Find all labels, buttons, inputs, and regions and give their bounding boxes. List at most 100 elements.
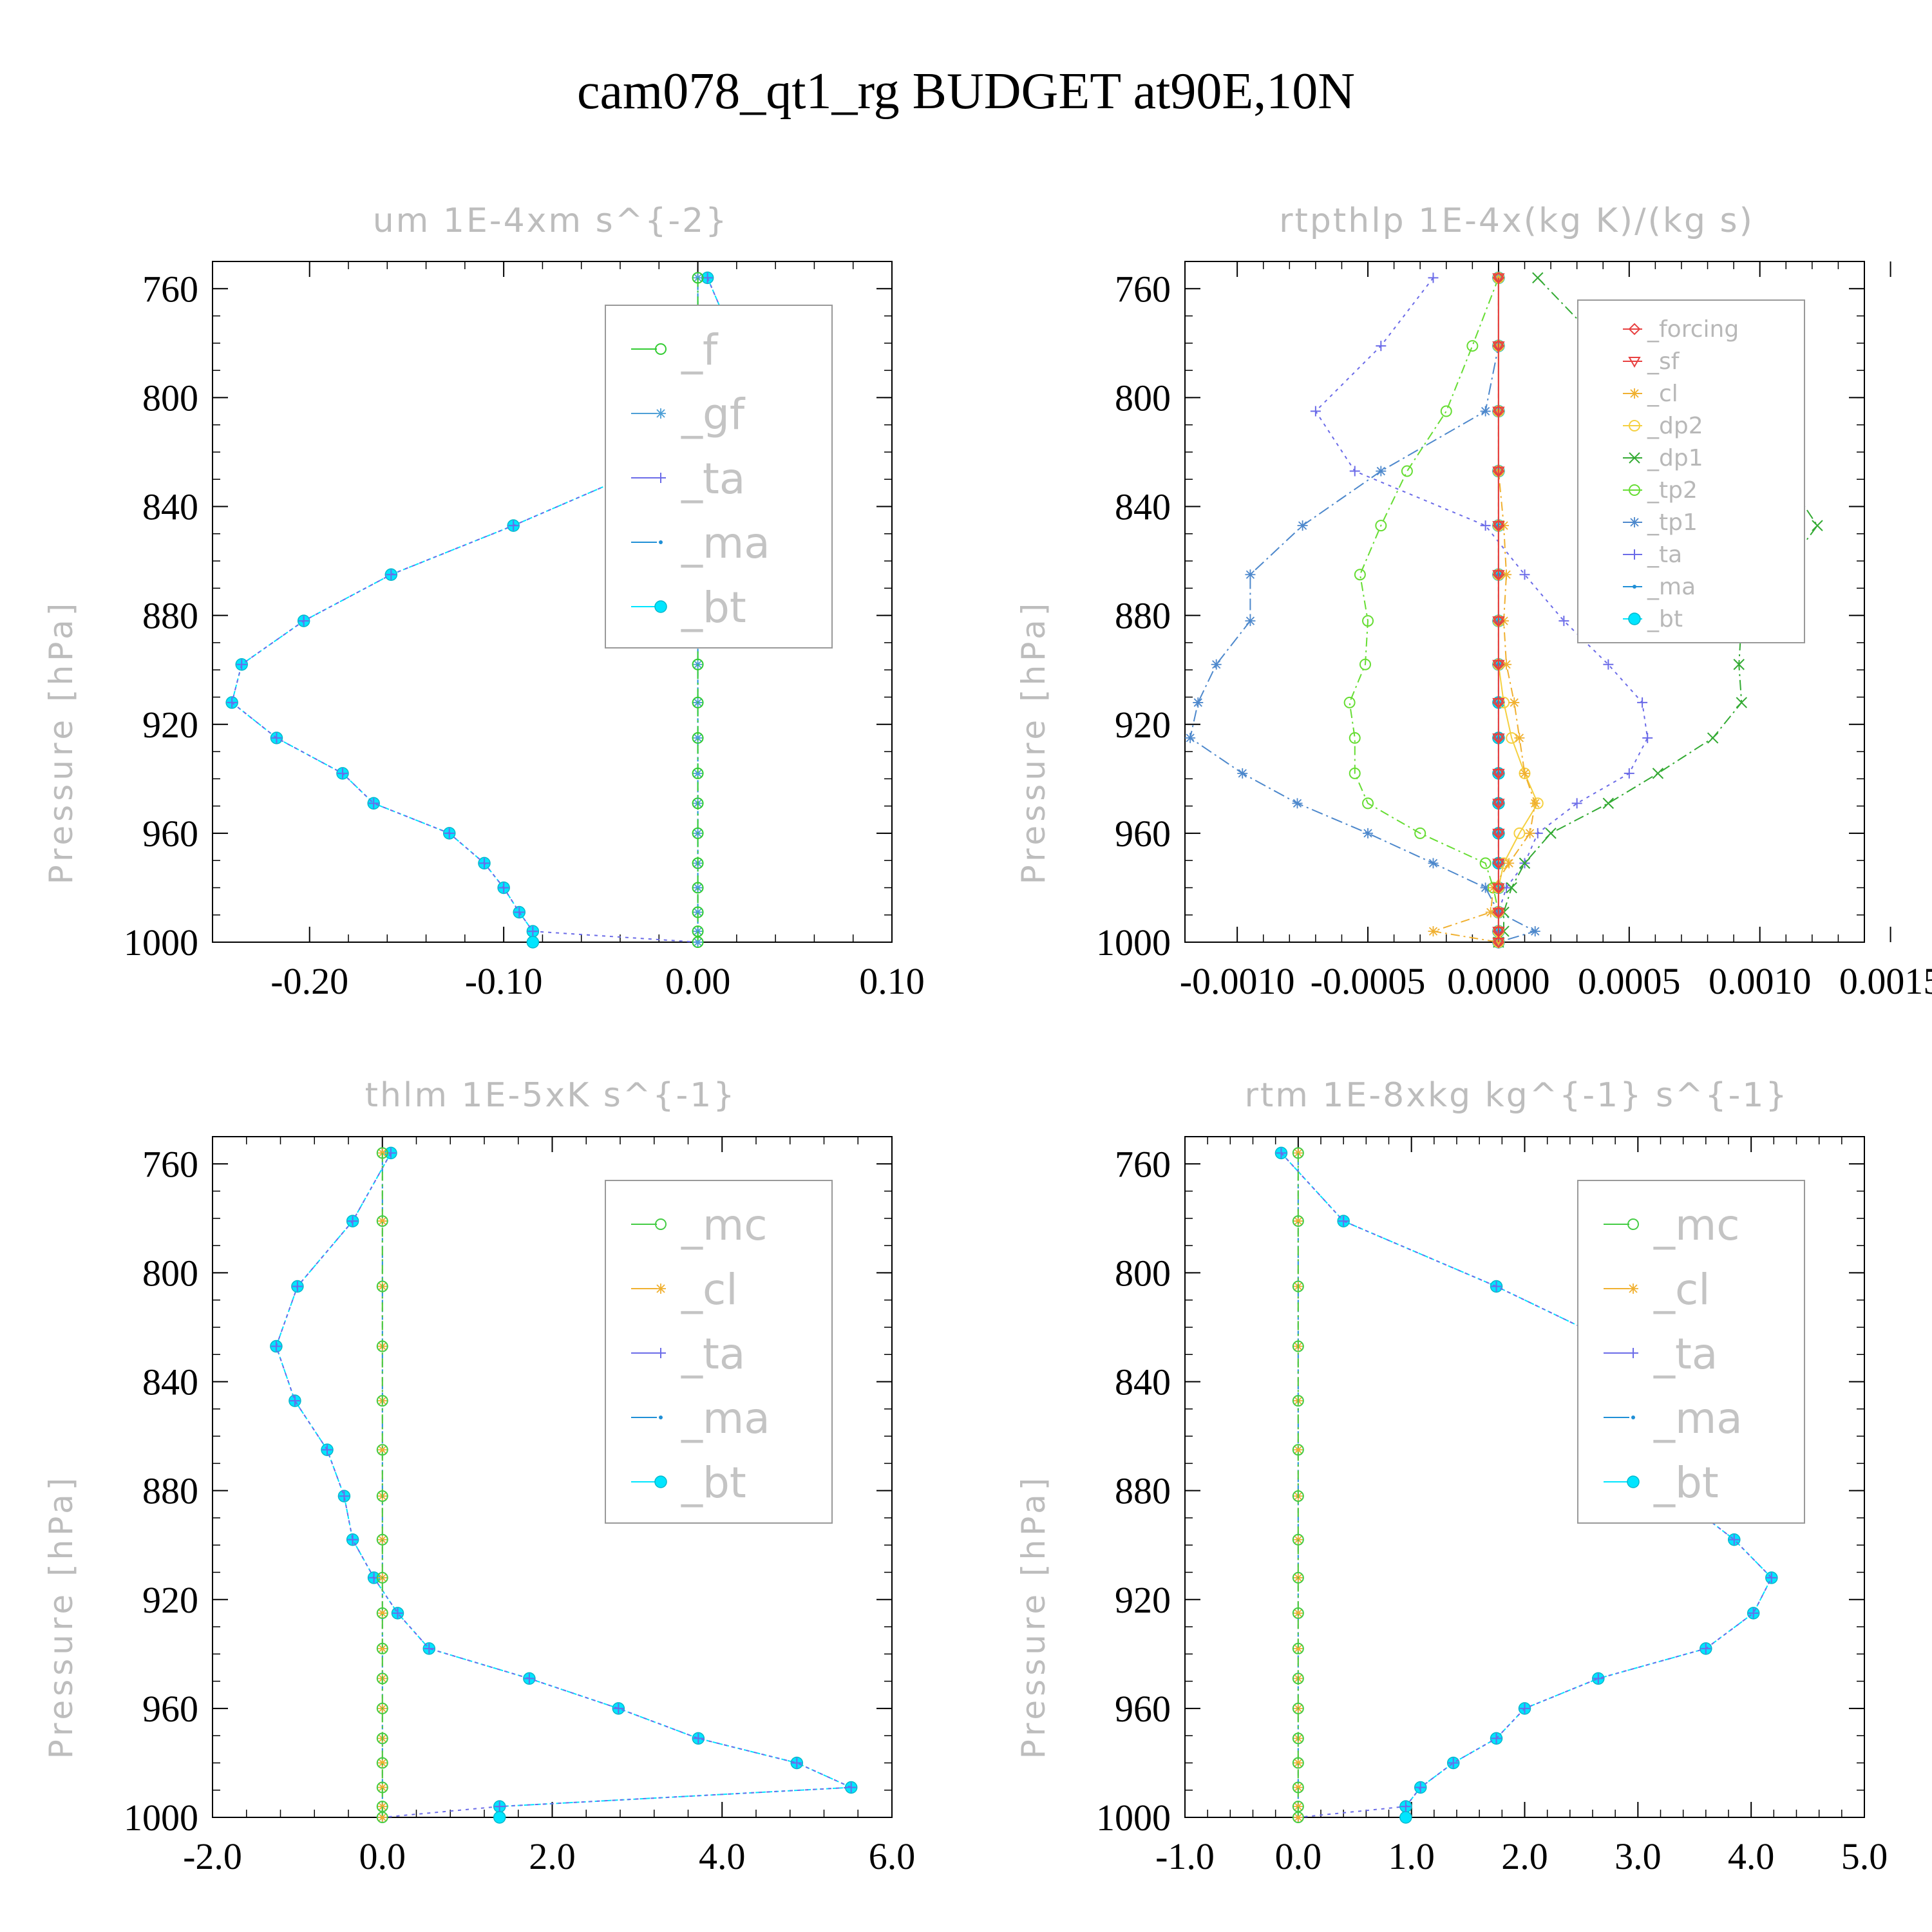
legend-item: _tp1 [1623, 509, 1698, 536]
legend-marker [1631, 1416, 1635, 1419]
data-point [494, 1801, 505, 1812]
data-point [376, 1444, 388, 1456]
y-tick-label: 800 [142, 1252, 198, 1294]
data-point [1509, 697, 1520, 708]
legend-marker [1633, 585, 1636, 589]
legend-label: _dp1 [1647, 445, 1703, 471]
data-point [376, 1672, 388, 1685]
data-point [692, 797, 704, 810]
y-tick-label: 840 [1115, 486, 1171, 528]
plot-frame [212, 261, 893, 943]
data-point [1492, 732, 1505, 744]
data-point [1362, 797, 1374, 810]
data-point [1492, 906, 1505, 918]
data-point [692, 882, 703, 893]
axes: 760 800 840 880 920 960 1000-0.0010 -0.0005 0.00… [1096, 261, 1932, 1002]
figure-title: cam078_qt1_rg BUDGET at90E,10N [577, 63, 1355, 120]
legend-item: _cl [1623, 381, 1678, 407]
data-point [1492, 271, 1505, 284]
data-point [1492, 405, 1505, 417]
series-dp2 [1492, 272, 1544, 948]
data-point [271, 732, 282, 743]
data-point [508, 520, 519, 531]
y-axis-label: Pressure [hPa] [43, 1474, 80, 1759]
data-point [1530, 798, 1540, 809]
y-tick-label: 840 [142, 1361, 198, 1403]
legend-item: _ma [1623, 574, 1696, 600]
data-point [377, 1643, 388, 1654]
data-point [1338, 1216, 1349, 1227]
data-point [1506, 882, 1517, 894]
data-point [1349, 466, 1360, 477]
data-point [693, 1733, 704, 1744]
legend-marker [1629, 452, 1640, 464]
panel-thlm: thlm 1E-5xK s^{-1} Pressure [hPa] 760 800… [43, 1076, 915, 1877]
data-point [1642, 732, 1653, 743]
legend-item: _bt [631, 583, 746, 632]
data-point [376, 1781, 388, 1794]
data-point [1504, 858, 1515, 869]
y-tick-label: 880 [142, 1470, 198, 1512]
data-point [1292, 1642, 1304, 1654]
data-point [1400, 1801, 1411, 1812]
series-tp1 [1185, 272, 1540, 947]
data-point [498, 882, 509, 893]
data-point [1292, 1812, 1304, 1823]
legend-item: _ma [1604, 1394, 1743, 1443]
data-point [1652, 768, 1664, 779]
data-point [1602, 797, 1615, 810]
data-point [1428, 926, 1439, 937]
legend-label: _cl [1647, 381, 1678, 407]
data-point [1748, 1607, 1759, 1618]
data-point [692, 768, 703, 779]
data-point [368, 798, 379, 809]
data-point [1513, 827, 1526, 839]
data-point [376, 1757, 388, 1769]
x-tick-label: 2.0 [1501, 1835, 1548, 1877]
x-tick-label: 0.0010 [1709, 960, 1812, 1002]
data-point [377, 1444, 388, 1455]
legend-marker [654, 600, 667, 613]
y-tick-label: 800 [1115, 1252, 1171, 1294]
data-point [376, 1490, 388, 1502]
series-forcing [1492, 271, 1505, 949]
y-tick-label: 960 [142, 813, 198, 855]
y-tick-label: 1000 [124, 922, 198, 963]
data-point [376, 1702, 388, 1714]
x-tick-label: 0.0 [359, 1835, 406, 1877]
legend-marker [659, 1416, 663, 1419]
y-tick-label: 960 [1115, 1688, 1171, 1730]
data-point [692, 732, 703, 743]
data-point [493, 1811, 506, 1824]
legend: _forcing _sf _cl _dp2 _dp1 _tp2 _tp1 _ta _ma _bt [1577, 299, 1805, 643]
data-point [1297, 520, 1308, 531]
data-point [1414, 827, 1426, 839]
series-tp2 [1343, 272, 1504, 948]
y-tick-label: 920 [142, 1579, 198, 1621]
data-point [527, 926, 538, 937]
x-tick-label: 0.0015 [1839, 960, 1932, 1002]
legend-item: _ta [631, 1329, 745, 1379]
legend-marker [1629, 549, 1640, 560]
legend-label: _cl [1653, 1265, 1710, 1314]
data-point [1376, 341, 1387, 352]
data-point [692, 767, 704, 779]
x-tick-label: 5.0 [1841, 1835, 1888, 1877]
legend-marker [656, 408, 666, 419]
data-point [1571, 798, 1582, 809]
data-point [1707, 732, 1719, 744]
data-point [377, 1216, 388, 1227]
legend-item: _bt [1604, 1458, 1719, 1508]
data-point [1428, 858, 1439, 869]
data-point [1492, 519, 1505, 532]
data-point [1492, 936, 1505, 949]
legend-label: _gf [681, 390, 746, 439]
data-point [1292, 1340, 1304, 1352]
legend-marker [1628, 1283, 1638, 1294]
data-point [1349, 732, 1361, 744]
y-tick-label: 760 [142, 1143, 198, 1185]
legend-item: _cl [631, 1265, 738, 1314]
data-point [1354, 569, 1366, 581]
legend-label: _tp1 [1647, 509, 1698, 536]
data-point [1545, 828, 1557, 839]
